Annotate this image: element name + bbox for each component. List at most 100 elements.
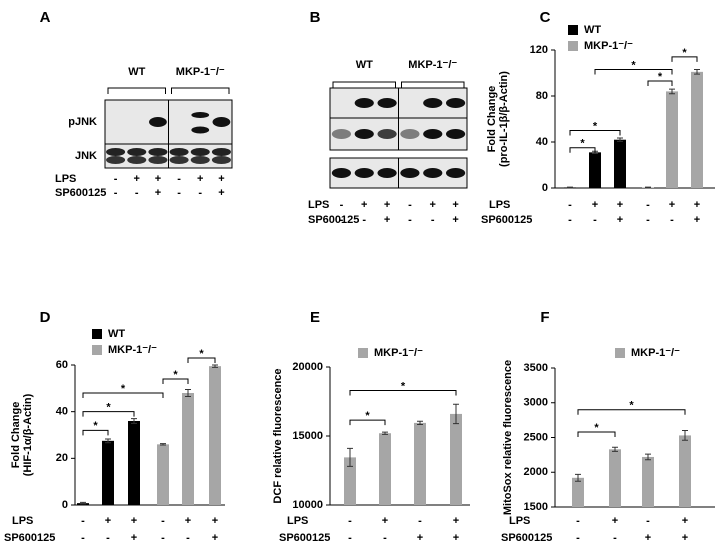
treatment-sign: + — [197, 173, 203, 185]
treatment-sign: - — [340, 214, 344, 226]
treatment-sign: - — [431, 214, 435, 226]
error-bar — [567, 186, 573, 189]
treatment-name: SP600125 — [279, 532, 330, 544]
significance-bracket — [577, 409, 686, 415]
treatment-sign: + — [452, 199, 458, 211]
bar — [344, 457, 356, 505]
band — [354, 98, 374, 108]
significance-mark: * — [658, 71, 663, 83]
significance-bracket — [569, 130, 621, 136]
error-bar — [612, 446, 618, 452]
y-tick-label: 60 — [56, 359, 68, 371]
legend-swatch — [568, 41, 578, 51]
treatment-sign: + — [694, 214, 700, 226]
error-bar — [417, 420, 423, 426]
row-label: pJNK — [68, 116, 97, 128]
significance-bracket — [577, 431, 616, 437]
treatment-sign: - — [646, 199, 650, 211]
treatment-sign: + — [218, 173, 224, 185]
significance-mark: * — [594, 422, 599, 434]
treatment-sign: - — [576, 515, 580, 527]
treatment-sign: - — [106, 532, 110, 544]
y-axis-label: Fold Change — [10, 402, 22, 469]
treatment-sign: + — [218, 187, 224, 199]
band — [191, 126, 210, 134]
band — [354, 129, 374, 139]
band — [169, 156, 189, 164]
y-tick-label: 0 — [62, 499, 68, 511]
band — [445, 168, 466, 178]
treatment-sign: + — [131, 515, 137, 527]
bar — [450, 413, 462, 505]
band — [377, 168, 397, 178]
band — [377, 98, 397, 108]
significance-bracket — [82, 411, 135, 417]
error-bar — [453, 403, 459, 425]
treatment-sign: + — [155, 187, 161, 199]
significance-mark: * — [106, 402, 111, 414]
bar — [182, 393, 194, 505]
treatment-sign: - — [383, 532, 387, 544]
treatment-sign: - — [114, 173, 118, 185]
treatment-sign: - — [135, 187, 139, 199]
bar — [379, 433, 391, 505]
treatment-sign: + — [155, 173, 161, 185]
treatment-sign: + — [682, 532, 688, 544]
group-label: WT — [128, 66, 145, 78]
treatment-sign: + — [617, 199, 623, 211]
treatment-name: SP600125 — [55, 187, 106, 199]
significance-bracket — [82, 429, 109, 436]
treatment-sign: + — [417, 532, 423, 544]
significance-mark: * — [365, 410, 370, 422]
treatment-sign: - — [568, 214, 572, 226]
treatment-name: LPS — [12, 515, 33, 527]
error-bar — [645, 186, 651, 189]
group-bracket — [107, 87, 166, 94]
treatment-sign: + — [212, 532, 218, 544]
error-bar — [669, 88, 675, 95]
treatment-sign: - — [177, 187, 181, 199]
band — [400, 168, 420, 178]
treatment-sign: + — [682, 515, 688, 527]
treatment-name: LPS — [287, 515, 308, 527]
panel-label: A — [40, 9, 51, 26]
y-tick-label: 20 — [56, 452, 68, 464]
row-label: JNK — [75, 150, 97, 162]
y-tick-label: 1500 — [524, 501, 548, 513]
y-axis-label: Fold Change — [486, 86, 498, 153]
legend-label: MKP-1⁻/⁻ — [374, 347, 423, 359]
treatment-name: LPS — [509, 515, 530, 527]
significance-mark: * — [580, 138, 585, 150]
legend-swatch — [358, 348, 368, 358]
legend-swatch — [615, 348, 625, 358]
legend-label: WT — [108, 328, 125, 340]
bar — [666, 91, 678, 188]
band — [191, 112, 210, 118]
treatment-sign: + — [134, 173, 140, 185]
group-bracket — [401, 81, 465, 88]
treatment-sign: - — [348, 515, 352, 527]
error-bar — [575, 473, 581, 482]
y-tick-label: 10000 — [292, 499, 323, 511]
treatment-name: SP600125 — [308, 214, 359, 226]
error-bar — [347, 447, 353, 467]
legend-label: MKP-1⁻/⁻ — [631, 347, 680, 359]
band — [331, 129, 352, 139]
band — [423, 98, 443, 108]
band — [148, 148, 168, 156]
band — [211, 156, 231, 164]
treatment-sign: - — [161, 515, 165, 527]
treatment-sign: - — [568, 199, 572, 211]
treatment-sign: - — [418, 515, 422, 527]
treatment-sign: + — [382, 515, 388, 527]
treatment-sign: - — [646, 214, 650, 226]
y-tick-label: 15000 — [292, 430, 323, 442]
legend-label: WT — [584, 24, 601, 36]
treatment-sign: - — [186, 532, 190, 544]
group-label: WT — [356, 59, 373, 71]
bar — [157, 444, 169, 505]
error-bar — [694, 69, 700, 75]
panel-label: F — [540, 309, 549, 326]
error-bar — [617, 137, 623, 142]
group-label: MKP-1⁻/⁻ — [408, 59, 457, 71]
